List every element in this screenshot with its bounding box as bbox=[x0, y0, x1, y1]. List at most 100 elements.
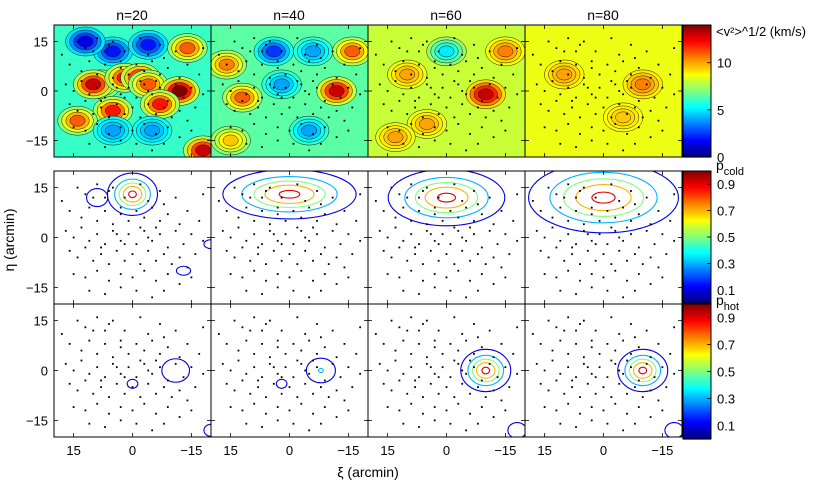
star-point bbox=[457, 216, 460, 219]
star-point bbox=[508, 386, 511, 389]
probability-contour bbox=[128, 190, 137, 199]
star-point bbox=[288, 106, 291, 109]
star-point bbox=[308, 296, 311, 299]
star-point bbox=[166, 213, 169, 216]
star-point bbox=[108, 323, 110, 325]
star-point bbox=[606, 343, 609, 345]
star-point bbox=[579, 263, 581, 265]
star-point bbox=[335, 389, 338, 392]
star-point bbox=[586, 382, 589, 385]
star-point bbox=[221, 362, 224, 365]
star-point bbox=[100, 253, 102, 256]
star-point bbox=[551, 359, 554, 362]
star-point bbox=[425, 40, 428, 43]
star-point bbox=[217, 333, 220, 335]
colorbar-segment bbox=[683, 340, 711, 343]
star-point bbox=[123, 96, 126, 99]
star-point bbox=[410, 219, 413, 222]
star-point bbox=[123, 113, 126, 115]
star-point bbox=[645, 329, 648, 332]
star-point bbox=[469, 412, 471, 415]
star-point bbox=[331, 83, 334, 86]
map-background bbox=[211, 171, 368, 304]
star-point bbox=[555, 409, 558, 412]
star-point bbox=[634, 289, 636, 292]
star-point bbox=[261, 210, 263, 212]
star-point bbox=[261, 376, 263, 379]
star-point bbox=[308, 339, 311, 342]
star-point bbox=[316, 86, 318, 89]
star-point bbox=[535, 83, 538, 86]
y-tick-label: −15 bbox=[26, 134, 48, 149]
star-point bbox=[418, 343, 420, 345]
star-point bbox=[202, 93, 205, 96]
star-point bbox=[245, 339, 248, 342]
star-point bbox=[410, 352, 413, 355]
star-point bbox=[320, 386, 322, 389]
star-point bbox=[316, 366, 318, 369]
star-point bbox=[653, 243, 656, 246]
colorbar-segment bbox=[683, 230, 711, 234]
star-point bbox=[673, 47, 676, 49]
colorbar-segment bbox=[683, 296, 711, 300]
star-point bbox=[496, 96, 499, 99]
star-point bbox=[563, 392, 566, 395]
star-point bbox=[598, 233, 601, 236]
star-point bbox=[296, 226, 299, 229]
star-point bbox=[500, 63, 503, 66]
star-point bbox=[237, 216, 240, 219]
star-point bbox=[96, 316, 99, 319]
star-point bbox=[182, 376, 185, 379]
y-tick-label: 0 bbox=[41, 84, 48, 99]
star-point bbox=[422, 279, 424, 282]
probability-contour bbox=[305, 357, 336, 384]
star-point bbox=[312, 359, 314, 362]
star-point bbox=[245, 239, 248, 242]
colorbar-tick-label: 0.5 bbox=[717, 365, 735, 380]
colorbar-tick-label: 0.3 bbox=[717, 392, 735, 407]
star-point bbox=[276, 139, 279, 142]
star-point bbox=[492, 356, 495, 359]
star-point bbox=[257, 246, 259, 249]
star-point bbox=[104, 96, 106, 99]
star-point bbox=[398, 100, 401, 102]
star-point bbox=[320, 422, 322, 425]
star-point bbox=[202, 372, 205, 375]
star-point bbox=[512, 219, 515, 222]
colorbar-segment bbox=[683, 62, 711, 66]
colorbar-segment bbox=[683, 364, 711, 368]
map-contour bbox=[615, 111, 632, 124]
star-point bbox=[327, 396, 330, 398]
star-point bbox=[308, 372, 311, 375]
star-point bbox=[135, 142, 138, 145]
star-point bbox=[108, 396, 110, 398]
star-point bbox=[119, 419, 122, 422]
star-point bbox=[449, 142, 452, 145]
star-point bbox=[323, 126, 326, 129]
colorbar-segment bbox=[683, 272, 711, 275]
star-point bbox=[465, 149, 468, 152]
colorbar-segment bbox=[683, 250, 711, 253]
star-point bbox=[398, 276, 401, 279]
map-contour bbox=[497, 45, 514, 58]
star-point bbox=[355, 219, 358, 222]
colorbar-segment bbox=[683, 124, 711, 127]
colorbar-segment bbox=[683, 414, 711, 418]
star-point bbox=[288, 253, 291, 256]
star-point bbox=[257, 379, 259, 382]
star-point bbox=[425, 319, 428, 322]
star-point bbox=[359, 93, 362, 96]
star-point bbox=[320, 203, 322, 206]
star-point bbox=[300, 269, 303, 272]
star-point bbox=[198, 73, 201, 76]
star-point bbox=[178, 356, 181, 359]
probability-contour bbox=[114, 178, 151, 210]
star-point bbox=[563, 113, 566, 115]
star-point bbox=[292, 63, 295, 66]
star-point bbox=[484, 116, 487, 119]
star-point bbox=[422, 412, 424, 415]
star-point bbox=[410, 402, 413, 405]
star-point bbox=[551, 70, 554, 73]
star-point bbox=[539, 103, 542, 106]
star-point bbox=[531, 333, 534, 335]
